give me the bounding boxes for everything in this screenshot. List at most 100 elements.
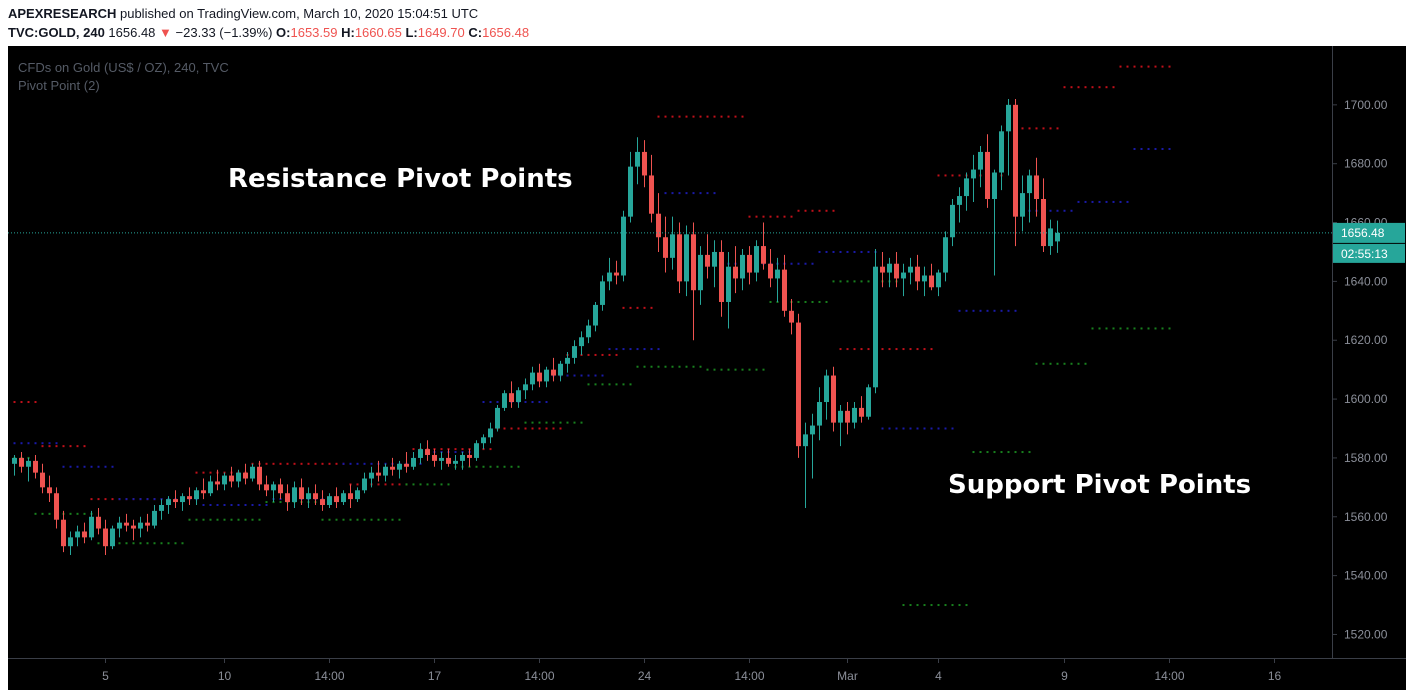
- pivot-dot-r1: [608, 353, 611, 356]
- candle-body: [936, 272, 941, 288]
- x-tick-label: 5: [102, 669, 109, 683]
- pivot-dot-s1: [1077, 362, 1080, 365]
- pivot-dot-s1: [335, 518, 338, 521]
- pivot-dot-p: [1070, 209, 1073, 212]
- pivot-dot-r1: [272, 462, 275, 465]
- pivot-dot-p: [979, 309, 982, 312]
- support-annotation: Support Pivot Points: [948, 470, 1252, 500]
- pivot-dot-s1: [69, 512, 72, 515]
- pivot-dot-r1: [1119, 65, 1122, 68]
- candle-body: [1041, 199, 1046, 247]
- candle-body: [887, 263, 892, 273]
- pivot-dot-s1: [209, 518, 212, 521]
- pivot-dot-p: [104, 465, 107, 468]
- candle-body: [145, 522, 150, 526]
- pivot-dot-s1: [657, 365, 660, 368]
- candle-body: [838, 410, 843, 423]
- pivot-dot-p: [1112, 200, 1115, 203]
- pivot-dot-s1: [76, 512, 79, 515]
- pivot-dot-r1: [1147, 65, 1150, 68]
- pivot-dot-s1: [930, 604, 933, 607]
- chart-panel[interactable]: 1520.00 1540.00 1560.00 1580.00 1600.00 1620.…: [8, 46, 1406, 690]
- pivot-dot-r1: [671, 115, 674, 118]
- pivot-dot-s1: [251, 518, 254, 521]
- pivot-dot-r1: [1056, 127, 1059, 130]
- chart-background: [8, 46, 1406, 690]
- pivot-dot-p: [566, 374, 569, 377]
- candle-body: [194, 490, 199, 500]
- pivot-dot-r1: [27, 401, 30, 404]
- candle-body: [488, 428, 493, 438]
- candle-body: [418, 449, 423, 458]
- pivot-dot-r1: [1035, 127, 1038, 130]
- pivot-dot-r1: [195, 471, 198, 474]
- pivot-dot-s1: [636, 365, 639, 368]
- pivot-dot-r1: [209, 471, 212, 474]
- x-tick-label: 14:00: [524, 669, 554, 683]
- pivot-dot-s1: [153, 542, 156, 545]
- pivot-dot-s1: [1091, 327, 1094, 330]
- candle-body: [747, 254, 752, 273]
- indicator-legend[interactable]: Pivot Point (2): [18, 78, 100, 93]
- candle-body: [75, 531, 80, 538]
- pivot-dot-s1: [601, 383, 604, 386]
- candle-body: [1006, 104, 1011, 132]
- x-tick-label: 4: [935, 669, 942, 683]
- pivot-dot-p: [27, 442, 30, 445]
- author-name[interactable]: APEXRESEARCH: [8, 6, 117, 21]
- candle-body: [285, 493, 290, 503]
- instrument-legend[interactable]: CFDs on Gold (US$ / OZ), 240, TVC: [18, 60, 229, 75]
- pivot-dot-p: [342, 462, 345, 465]
- current-price-tag: [1333, 222, 1405, 243]
- candle-body: [922, 275, 927, 282]
- pivot-dot-s1: [1028, 451, 1031, 454]
- pivot-dot-s1: [475, 465, 478, 468]
- pivot-dot-r1: [1077, 86, 1080, 89]
- candle-body: [481, 437, 486, 444]
- candle-body: [565, 357, 570, 364]
- pivot-dot-s1: [419, 483, 422, 486]
- pivot-dot-r1: [1042, 127, 1045, 130]
- pivot-dot-p: [629, 348, 632, 351]
- candle-body: [33, 460, 38, 473]
- low-value: 1649.70: [417, 25, 465, 40]
- candle-body: [124, 522, 129, 526]
- pivot-dot-s1: [762, 368, 765, 371]
- pivot-dot-s1: [195, 518, 198, 521]
- candlestick-chart[interactable]: 1520.00 1540.00 1560.00 1580.00 1600.00 1620.…: [8, 46, 1406, 690]
- pivot-dot-s1: [447, 483, 450, 486]
- candle-body: [390, 466, 395, 470]
- candle-body: [943, 237, 948, 273]
- y-tick-label: 1580.00: [1344, 451, 1388, 465]
- pivot-dot-r1: [951, 174, 954, 177]
- candle-body: [467, 454, 472, 458]
- x-tick-label: 16: [1268, 669, 1282, 683]
- pivot-dot-p: [363, 462, 366, 465]
- pivot-dot-r1: [97, 498, 100, 501]
- countdown-label: 02:55:13: [1341, 247, 1388, 261]
- pivot-dot-p: [881, 427, 884, 430]
- candle-body: [278, 484, 283, 494]
- pivot-dot-s1: [1021, 451, 1024, 454]
- pivot-dot-s1: [391, 518, 394, 521]
- pivot-dot-s1: [370, 518, 373, 521]
- candle-body: [159, 505, 164, 511]
- pivot-dot-s1: [160, 542, 163, 545]
- pivot-dot-r1: [377, 483, 380, 486]
- pivot-dot-r1: [678, 115, 681, 118]
- pivot-dot-p: [230, 504, 233, 506]
- pivot-dot-p: [692, 192, 695, 195]
- candle-body: [579, 337, 584, 347]
- pivot-dot-p: [594, 374, 597, 377]
- candle-body: [761, 246, 766, 264]
- pivot-dot-s1: [811, 300, 814, 303]
- candle-body: [495, 407, 500, 429]
- pivot-dot-r1: [1021, 127, 1024, 130]
- pivot-dot-p: [111, 465, 114, 468]
- candle-body: [656, 213, 661, 238]
- pivot-dot-s1: [559, 421, 562, 424]
- pivot-dot-s1: [1112, 327, 1115, 330]
- pivot-dot-r1: [1168, 65, 1171, 68]
- pivot-dot-r1: [622, 306, 625, 309]
- pivot-dot-r1: [797, 209, 800, 212]
